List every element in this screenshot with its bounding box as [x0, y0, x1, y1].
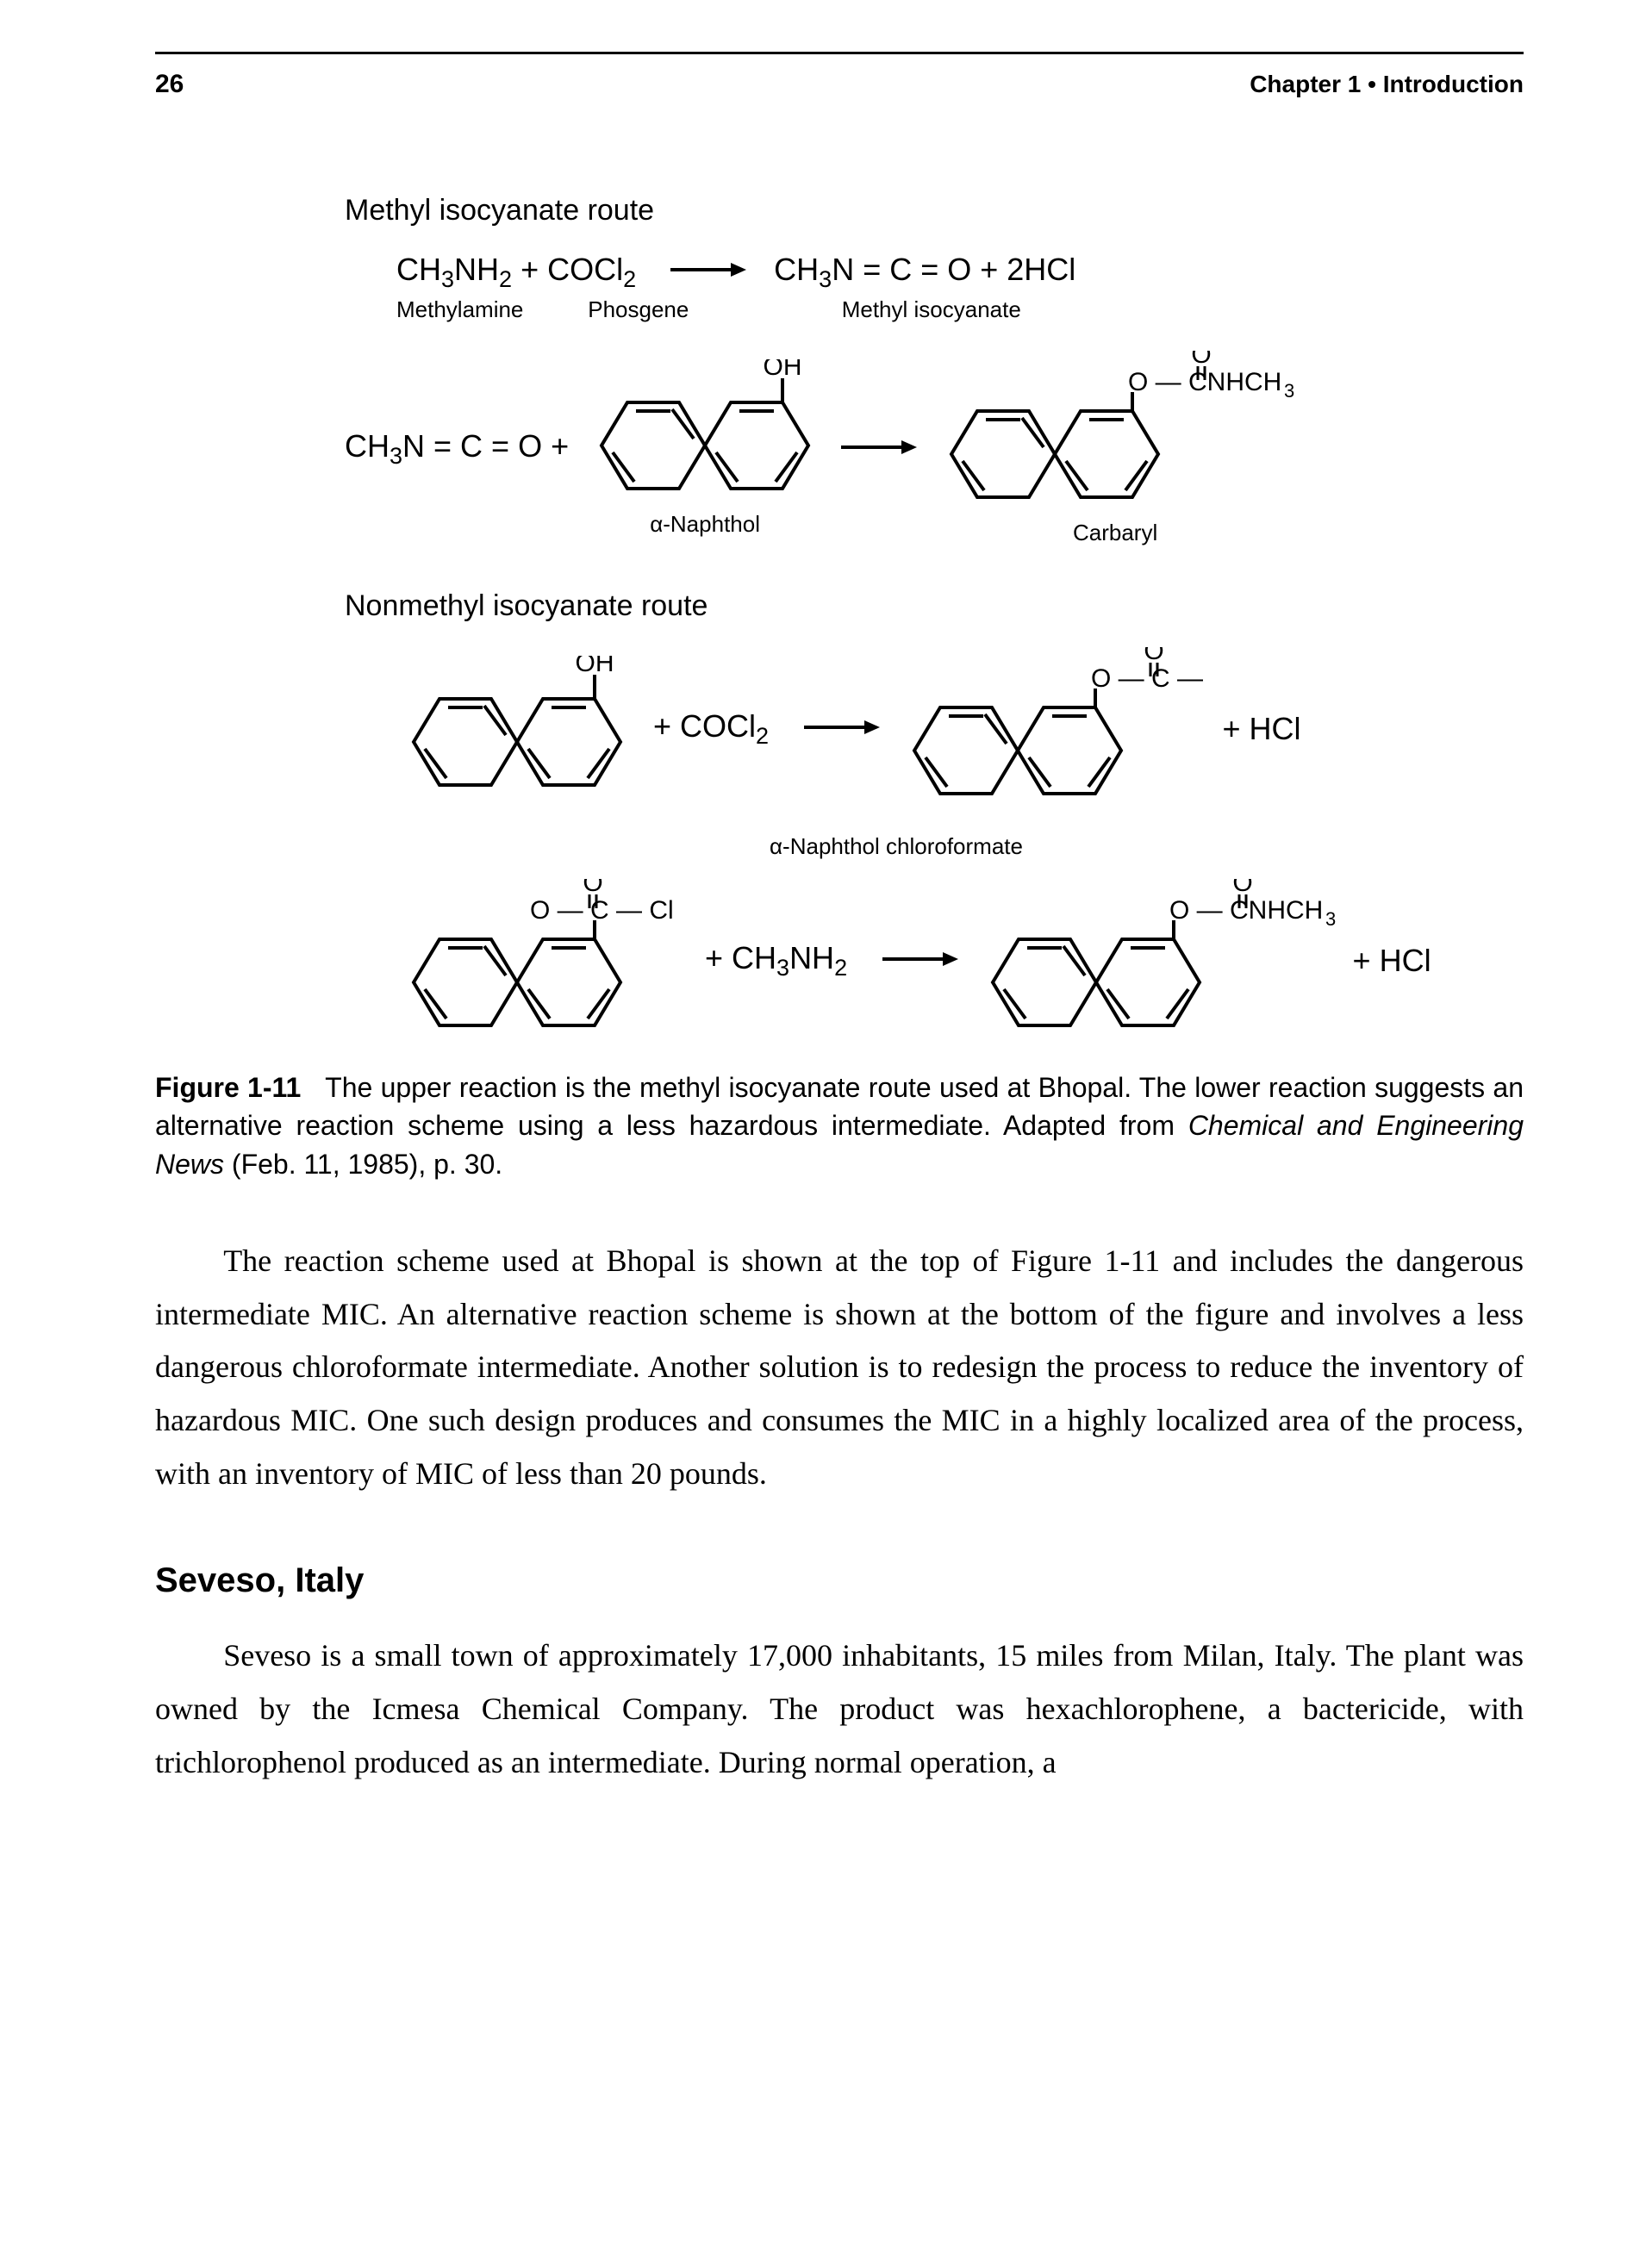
reaction-a2: CH3N = C = O + OH α-Naphthol O — CNHCH3 …	[345, 351, 1482, 546]
naphthol-label: α-Naphthol	[650, 511, 760, 538]
eq1-cocl: COCl	[547, 252, 623, 287]
equation-1: CH3NH2 + COCl2 CH3N = C = O + 2HCl	[396, 252, 1482, 293]
svg-text:O: O	[583, 879, 602, 897]
eq1-rhs-sub: 3	[819, 266, 832, 292]
equation-1-labels: Methylamine Phosgene Methyl isocyanate	[396, 296, 1482, 323]
chapter-label: Chapter 1 • Introduction	[1250, 71, 1524, 98]
svg-text:O: O	[1232, 879, 1252, 897]
eq1-sub-a: 3	[441, 266, 454, 292]
carbaryl-structure-2: O — CNHCH3 O	[976, 879, 1337, 1043]
running-header: 26 Chapter 1 • Introduction	[155, 70, 1524, 99]
caption-figure-number: Figure 1-11	[155, 1072, 301, 1103]
carbaryl-structure: O — CNHCH3 O Carbaryl	[934, 351, 1296, 546]
caption-text-b: (Feb. 11, 1985), p. 30.	[224, 1149, 502, 1180]
oh-label: OH	[764, 359, 802, 381]
carbaryl-label: Carbaryl	[1073, 520, 1157, 546]
route-a-title: Methyl isocyanate route	[345, 194, 1482, 227]
figure-caption: Figure 1-11 The upper reaction is the me…	[155, 1069, 1524, 1182]
chloroformate-label: α-Naphthol chloroformate	[707, 833, 1086, 860]
cocl2-text: + COCl2	[653, 708, 769, 750]
top-rule	[155, 52, 1524, 54]
body-paragraph-2: Seveso is a small town of approximately …	[155, 1629, 1524, 1790]
arrow-icon	[804, 719, 882, 736]
route-b-title: Nonmethyl isocyanate route	[345, 589, 1482, 623]
label-methylamine: Methylamine	[396, 296, 582, 323]
eq1-sub-b: 2	[499, 266, 512, 292]
eq1-ch: CH	[396, 252, 441, 287]
mic-formula: CH3N = C = O +	[345, 428, 569, 470]
chloroformate-structure: O — C — Cl O	[897, 647, 1207, 811]
alpha-naphthol-structure: OH α-Naphthol	[584, 359, 826, 538]
plus-1: +	[521, 252, 547, 287]
eq1-sub-c: 2	[623, 266, 636, 292]
label-phosgene: Phosgene	[588, 296, 760, 323]
arrow-icon	[670, 261, 748, 278]
reaction-b1: OH + COCl2 O — C — Cl O + HCl	[396, 647, 1482, 811]
figure-1-11: Methyl isocyanate route CH3NH2 + COCl2 C…	[345, 194, 1482, 1043]
eq1-rhs-ch: CH	[774, 252, 819, 287]
svg-text:O: O	[1144, 647, 1163, 665]
arrow-icon	[882, 950, 960, 968]
svg-text:3: 3	[1325, 908, 1336, 930]
svg-text:OH: OH	[576, 656, 614, 677]
arrow-icon	[841, 439, 919, 456]
page-number: 26	[155, 70, 184, 99]
eq1-nh: NH	[454, 252, 499, 287]
svg-text:O — C — Cl: O — C — Cl	[530, 896, 674, 925]
svg-text:3: 3	[1284, 380, 1294, 402]
label-mic: Methyl isocyanate	[842, 296, 1021, 323]
section-heading-seveso: Seveso, Italy	[155, 1561, 1524, 1600]
svg-text:O: O	[1191, 351, 1211, 369]
alpha-naphthol-structure-b: OH	[396, 656, 638, 802]
hcl-text-2: + HCl	[1353, 943, 1431, 979]
hcl-text: + HCl	[1223, 711, 1301, 747]
reaction-b2: O — C — Cl O + CH3NH2 O — CNHCH3 O	[396, 879, 1482, 1043]
chloroformate-structure-2: O — C — Cl O	[396, 879, 689, 1043]
body-paragraph-1: The reaction scheme used at Bhopal is sh…	[155, 1235, 1524, 1502]
eq1-rhs-rest: N = C = O + 2HCl	[832, 252, 1075, 287]
ch3nh2-text: + CH3NH2	[705, 940, 847, 981]
